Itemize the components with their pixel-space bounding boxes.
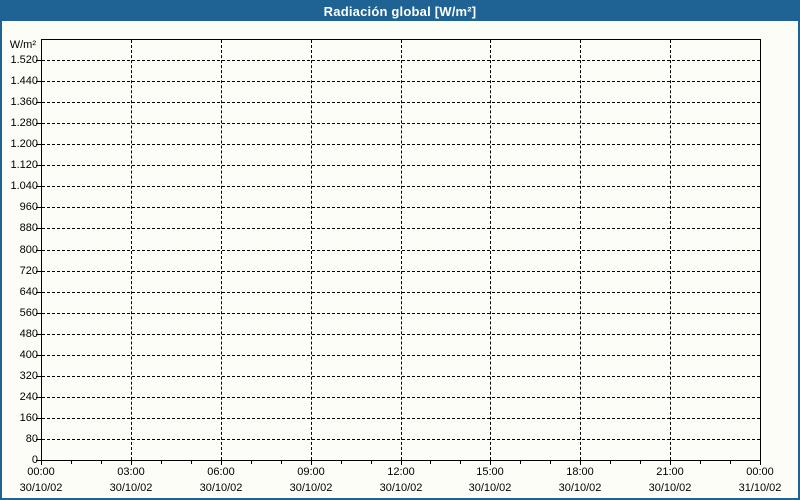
y-axis-tick — [36, 292, 41, 293]
y-axis-tick — [36, 102, 41, 103]
x-axis-minor-tick — [101, 461, 102, 464]
y-tick-label: 240 — [19, 391, 38, 403]
x-axis-minor-tick — [251, 461, 252, 464]
x-grid-line — [311, 40, 312, 460]
x-grid-line — [131, 40, 132, 460]
x-tick-time-label: 00:00 — [27, 466, 55, 478]
y-tick-label: 1.440 — [10, 75, 38, 87]
y-axis-tick — [36, 460, 41, 461]
x-tick-date-label: 30/10/02 — [558, 482, 602, 494]
x-axis-minor-tick — [191, 461, 192, 464]
y-axis-tick — [36, 376, 41, 377]
x-axis-minor-tick — [71, 461, 72, 464]
x-tick-date-label: 30/10/02 — [109, 482, 153, 494]
y-axis-unit-label: W/m² — [9, 39, 36, 51]
x-tick-date-label: 31/10/02 — [738, 482, 782, 494]
x-grid-line — [221, 40, 222, 460]
y-tick-label: 720 — [19, 265, 38, 277]
y-tick-label: 1.200 — [10, 138, 38, 150]
y-tick-label: 480 — [19, 328, 38, 340]
x-tick-date-label: 30/10/02 — [19, 482, 63, 494]
y-tick-label: 560 — [19, 307, 38, 319]
x-tick-date-label: 30/10/02 — [468, 482, 512, 494]
x-axis-major-tick — [311, 461, 312, 465]
y-tick-label: 640 — [19, 286, 38, 298]
x-axis-minor-tick — [161, 461, 162, 464]
x-tick-time-label: 12:00 — [387, 466, 415, 478]
y-axis-tick — [36, 334, 41, 335]
plot-area — [41, 39, 761, 461]
x-tick-time-label: 06:00 — [207, 466, 235, 478]
y-axis-tick — [36, 355, 41, 356]
y-tick-label: 1.360 — [10, 96, 38, 108]
x-grid-line — [490, 40, 491, 460]
chart-title-bar: Radiación global [W/m²] — [2, 2, 798, 21]
x-tick-date-label: 30/10/02 — [379, 482, 423, 494]
x-axis-major-tick — [760, 461, 761, 465]
x-axis-minor-tick — [640, 461, 641, 464]
y-tick-label: 80 — [25, 433, 38, 445]
x-axis-minor-tick — [281, 461, 282, 464]
y-axis-tick — [36, 271, 41, 272]
y-axis-tick — [36, 439, 41, 440]
x-tick-time-label: 03:00 — [117, 466, 145, 478]
x-tick-time-label: 00:00 — [746, 466, 774, 478]
y-tick-label: 160 — [19, 412, 38, 424]
x-axis-minor-tick — [610, 461, 611, 464]
y-axis-tick — [36, 397, 41, 398]
y-tick-label: 1.520 — [10, 54, 38, 66]
y-axis-tick — [36, 250, 41, 251]
y-tick-label: 1.280 — [10, 117, 38, 129]
y-tick-label: 1.040 — [10, 180, 38, 192]
x-tick-date-label: 30/10/02 — [648, 482, 692, 494]
x-axis-minor-tick — [730, 461, 731, 464]
x-tick-date-label: 30/10/02 — [199, 482, 243, 494]
x-grid-line — [580, 40, 581, 460]
x-grid-line — [401, 40, 402, 460]
x-tick-time-label: 09:00 — [297, 466, 325, 478]
y-tick-label: 0 — [31, 454, 38, 466]
x-axis-major-tick — [490, 461, 491, 465]
y-axis-tick — [36, 123, 41, 124]
y-tick-label: 1.120 — [10, 159, 38, 171]
y-tick-label: 960 — [19, 201, 38, 213]
y-axis-tick — [36, 207, 41, 208]
x-axis-line — [41, 460, 761, 461]
x-axis-major-tick — [401, 461, 402, 465]
x-axis-minor-tick — [700, 461, 701, 464]
x-axis-minor-tick — [520, 461, 521, 464]
x-tick-time-label: 18:00 — [566, 466, 594, 478]
y-axis-tick — [36, 60, 41, 61]
x-tick-time-label: 15:00 — [476, 466, 504, 478]
x-axis-major-tick — [221, 461, 222, 465]
x-axis-minor-tick — [430, 461, 431, 464]
y-axis-tick — [36, 144, 41, 145]
x-axis-minor-tick — [371, 461, 372, 464]
y-axis-tick — [36, 81, 41, 82]
y-tick-label: 400 — [19, 349, 38, 361]
x-tick-date-label: 30/10/02 — [289, 482, 333, 494]
y-axis-tick — [36, 186, 41, 187]
y-tick-label: 880 — [19, 222, 38, 234]
y-tick-label: 320 — [19, 370, 38, 382]
y-axis-tick — [36, 165, 41, 166]
y-tick-label: 800 — [19, 244, 38, 256]
y-axis-tick — [36, 313, 41, 314]
x-tick-time-label: 21:00 — [656, 466, 684, 478]
x-axis-minor-tick — [460, 461, 461, 464]
y-axis-line — [41, 39, 42, 461]
x-axis-minor-tick — [341, 461, 342, 464]
y-axis-tick — [36, 418, 41, 419]
x-axis-major-tick — [670, 461, 671, 465]
x-axis-major-tick — [131, 461, 132, 465]
plot-border-top — [41, 39, 761, 40]
x-axis-minor-tick — [550, 461, 551, 464]
plot-border-right — [760, 39, 761, 461]
x-axis-major-tick — [580, 461, 581, 465]
x-grid-line — [670, 40, 671, 460]
y-axis-tick — [36, 228, 41, 229]
chart-title: Radiación global [W/m²] — [323, 4, 477, 19]
x-axis-major-tick — [41, 461, 42, 465]
